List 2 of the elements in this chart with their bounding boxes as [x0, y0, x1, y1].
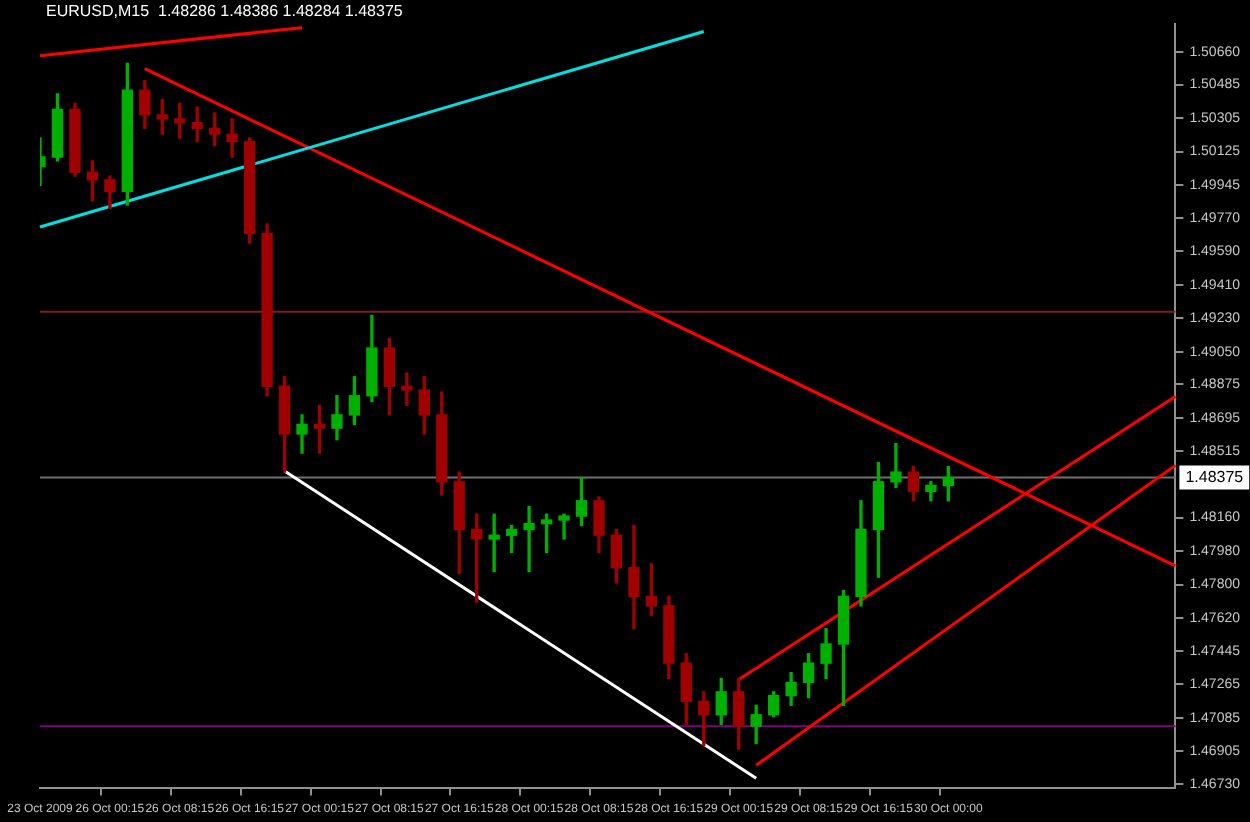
chart-title: EURUSD,M15 1.48286 1.48386 1.48284 1.48375 — [46, 2, 404, 21]
ref-line-label: 1.48375 — [1185, 467, 1245, 486]
